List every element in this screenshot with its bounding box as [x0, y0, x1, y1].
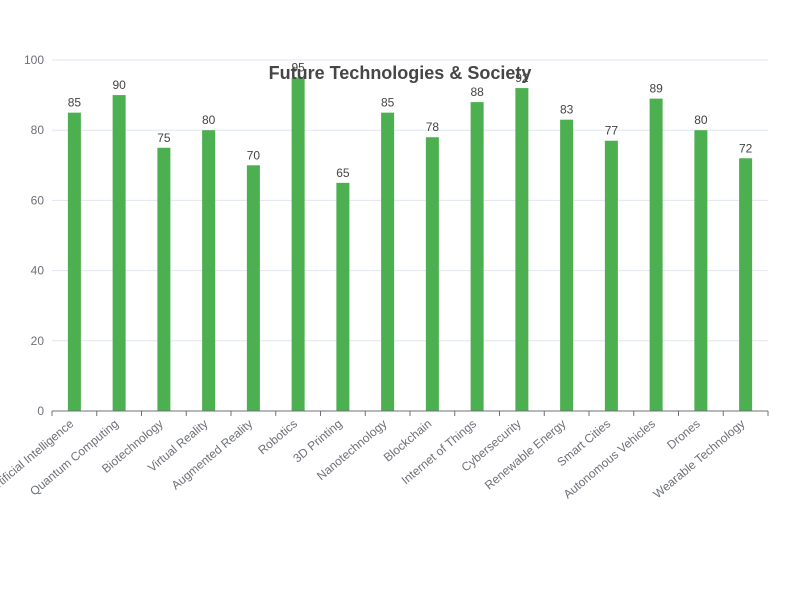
y-tick-label: 20: [31, 334, 45, 348]
data-label: 70: [247, 148, 261, 162]
data-label: 72: [739, 141, 753, 155]
data-label: 75: [157, 131, 171, 145]
y-tick-label: 80: [31, 123, 45, 137]
data-label: 89: [649, 82, 663, 96]
bar[interactable]: [739, 158, 753, 411]
data-label: 88: [470, 85, 484, 99]
bar[interactable]: [604, 140, 618, 412]
data-label: 80: [694, 113, 708, 127]
data-label: 85: [68, 96, 82, 110]
data-label: 77: [605, 124, 619, 138]
data-label: 80: [202, 113, 216, 127]
data-label: 92: [515, 71, 529, 85]
x-tick-label: Internet of Things: [399, 417, 479, 488]
x-tick-label: Drones: [664, 417, 703, 453]
bar[interactable]: [336, 182, 350, 411]
bar[interactable]: [112, 95, 126, 411]
data-label: 78: [426, 120, 440, 134]
data-label: 95: [291, 61, 305, 75]
bar[interactable]: [202, 130, 216, 411]
data-label: 90: [112, 78, 126, 92]
bar[interactable]: [649, 98, 663, 412]
x-tick-label: Augmented Reality: [169, 417, 256, 493]
data-label: 85: [381, 96, 395, 110]
bar[interactable]: [381, 112, 395, 412]
grid-lines: [52, 59, 768, 342]
bar[interactable]: [470, 102, 484, 412]
y-tick-label: 0: [37, 404, 44, 418]
bar[interactable]: [246, 165, 260, 411]
data-label: 65: [336, 166, 350, 180]
bar[interactable]: [157, 147, 171, 411]
bar[interactable]: [515, 88, 529, 411]
bar[interactable]: [67, 112, 81, 412]
y-tick-label: 100: [24, 53, 44, 67]
y-axis-tick-labels: 0 20 40 60 80 100: [24, 53, 44, 418]
axes: [51, 410, 769, 416]
y-tick-label: 40: [31, 264, 45, 278]
bar[interactable]: [694, 130, 708, 411]
data-labels: 85 90 75 80 70 95 65 85 78 88 92 83 77 89 80 72: [68, 61, 753, 180]
chart-title: Future Technologies & Society: [269, 63, 532, 83]
bar[interactable]: [291, 77, 305, 412]
x-tick-label: Renewable Energy: [482, 417, 569, 493]
bar[interactable]: [560, 119, 574, 412]
data-label: 83: [560, 103, 574, 117]
bars: [67, 77, 753, 412]
y-tick-label: 60: [31, 193, 45, 207]
bar[interactable]: [425, 137, 439, 411]
